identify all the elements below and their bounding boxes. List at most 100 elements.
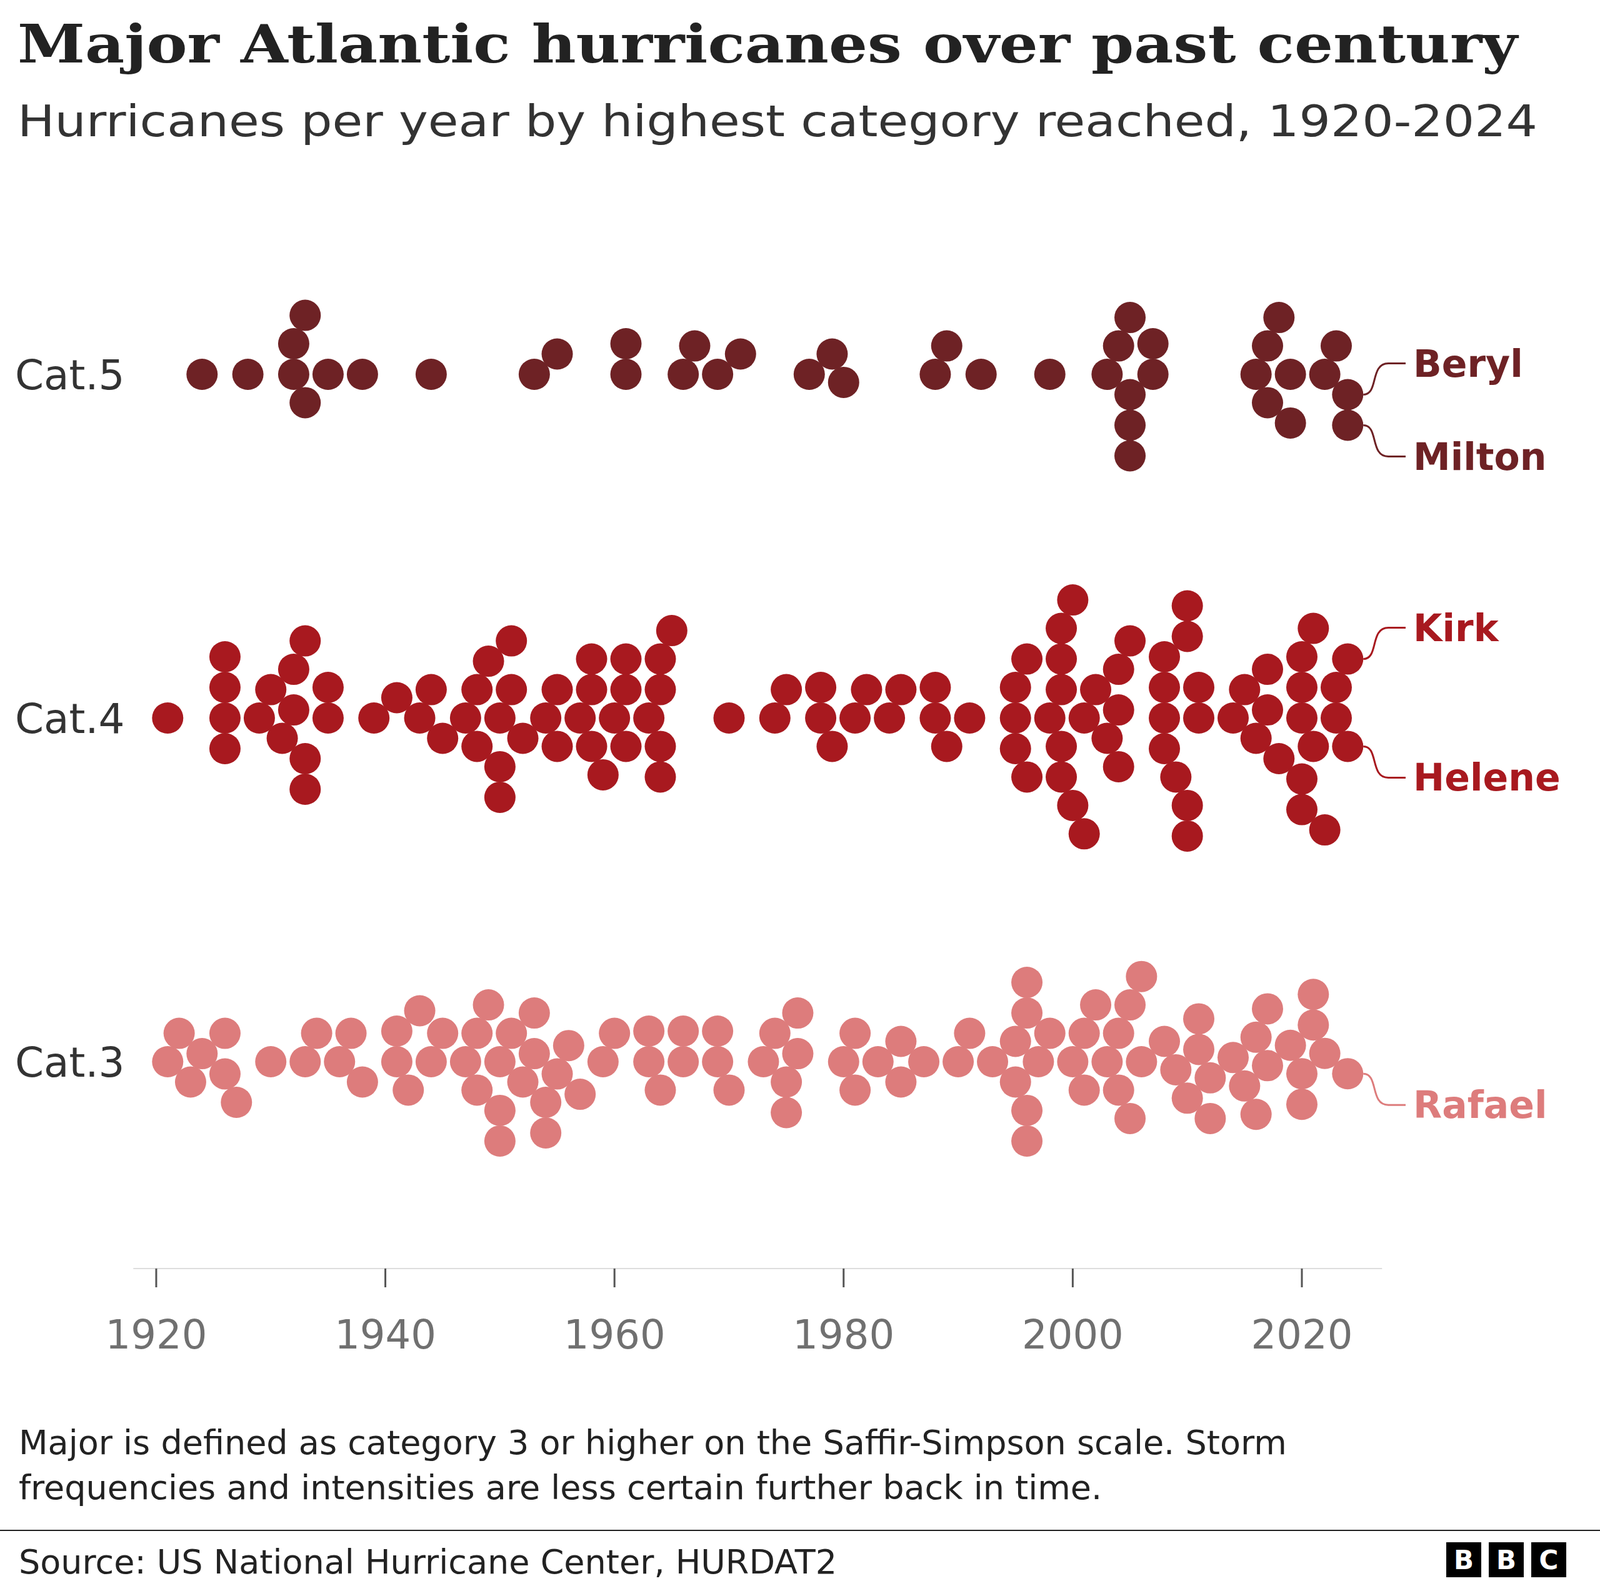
annotation-line (1363, 746, 1406, 778)
hurricane-dot (1068, 818, 1100, 850)
hurricane-dot (1286, 671, 1318, 704)
source: Source: US National Hurricane Center, HU… (18, 1542, 837, 1582)
row-label: Cat.4 (15, 695, 125, 744)
hurricane-dot (278, 653, 310, 685)
hurricane-dot (426, 1018, 459, 1050)
annotation: Beryl (1413, 341, 1524, 386)
hurricane-dot (931, 330, 963, 362)
logo-letter: C (1539, 1545, 1559, 1576)
hurricane-dot (1171, 790, 1204, 822)
hurricane-dot (186, 358, 218, 390)
hurricane-dot (828, 366, 860, 399)
hurricane-dot (450, 1046, 482, 1078)
hurricane-dot (484, 751, 516, 783)
tick-label: 2000 (1021, 1311, 1124, 1359)
hurricane-dot (392, 1074, 424, 1106)
hurricane-dot (1331, 1058, 1364, 1090)
annotation-line (1363, 363, 1406, 395)
hurricane-dot (644, 674, 676, 706)
hurricane-dot (450, 702, 482, 734)
hurricane-dot (1286, 763, 1318, 795)
hurricane-dot (553, 1030, 585, 1062)
hurricane-dot (873, 702, 905, 734)
title: Major Atlantic hurricanes over past cent… (17, 13, 1520, 75)
tick-label: 1960 (563, 1311, 666, 1359)
hurricane-dot (1320, 671, 1352, 704)
hurricane-dot (770, 1097, 802, 1129)
hurricane-dot (770, 674, 802, 706)
hurricane-dot (1160, 761, 1192, 793)
hurricane-dot (598, 1018, 630, 1050)
hurricane-dot (278, 358, 310, 390)
hurricane-dot (518, 997, 550, 1029)
logo-box (1488, 1542, 1524, 1578)
hurricane-dot (289, 743, 321, 775)
hurricane-dot (713, 1074, 745, 1106)
hurricane-dot (289, 386, 321, 419)
hurricane-dot (209, 702, 241, 734)
hurricane-dot (289, 773, 321, 805)
annotation: Helene (1413, 755, 1561, 800)
hurricane-dot (1022, 1046, 1054, 1078)
hurricane-dot (781, 997, 814, 1029)
hurricane-dot (541, 338, 574, 370)
tick (1300, 1268, 1303, 1288)
hurricane-dot (220, 1086, 252, 1119)
hurricane-dot (1103, 1074, 1135, 1106)
hurricane-dot (805, 671, 837, 704)
hurricane-dot (473, 989, 505, 1021)
hurricane-dot (151, 702, 184, 734)
hurricane-dot (495, 625, 527, 657)
hurricane-dot (346, 1066, 379, 1099)
hurricane-dot (1056, 790, 1089, 822)
hurricane-dot (1011, 761, 1043, 793)
hurricane-dot (1137, 358, 1169, 390)
hurricane-dot (667, 1046, 699, 1078)
hurricane-dot (919, 702, 951, 734)
annotation: Kirk (1413, 606, 1500, 650)
hurricane-dot (541, 674, 574, 706)
hurricane-dot (1103, 694, 1135, 726)
hurricane-dot (610, 328, 642, 360)
hurricane-dot (576, 730, 608, 762)
hurricane-dot (953, 702, 985, 734)
logo-box (1446, 1542, 1482, 1578)
hurricane-dot (1011, 1095, 1043, 1127)
hurricane-dot (289, 300, 321, 332)
hurricane-dot (1320, 330, 1352, 362)
hurricane-dot (1183, 1003, 1215, 1035)
footnote: Major is defined as category 3 or higher… (18, 1423, 1287, 1463)
hurricane-dot (1251, 993, 1284, 1025)
hurricane-dot (839, 1018, 871, 1050)
hurricane-dot (931, 730, 963, 762)
hurricane-dot (1286, 1088, 1318, 1120)
hurricane-dot (1171, 590, 1204, 622)
hurricane-dot (1275, 407, 1307, 439)
hurricane-dot (1331, 379, 1364, 411)
hurricane-dot (610, 730, 642, 762)
hurricane-dot (1148, 733, 1180, 765)
hurricane-dot (839, 702, 871, 734)
hurricane-dot (953, 1018, 985, 1050)
hurricane-dot (1114, 625, 1146, 657)
hurricane-dot (1045, 730, 1077, 762)
hurricane-dot (1148, 702, 1180, 734)
hurricane-dot (610, 643, 642, 675)
tick (155, 1268, 157, 1288)
hurricane-dot (1068, 1074, 1100, 1106)
hurricane-dot (1183, 1033, 1215, 1065)
hurricane-dot (1034, 702, 1066, 734)
hurricane-dot (633, 702, 665, 734)
hurricane-dot (1114, 440, 1146, 472)
hurricane-dot (644, 643, 676, 675)
rule (0, 1530, 1600, 1532)
hurricane-dot (633, 1015, 665, 1047)
series-2 (151, 961, 1364, 1157)
hurricane-dot (919, 358, 951, 390)
tick-label: 1920 (105, 1311, 208, 1359)
subtitle: Hurricanes per year by highest category … (17, 95, 1538, 147)
hurricane-dot (1103, 330, 1135, 362)
hurricane-dot (1183, 671, 1215, 704)
annotation-line (1363, 1073, 1406, 1105)
hurricane-dot (1000, 671, 1032, 704)
